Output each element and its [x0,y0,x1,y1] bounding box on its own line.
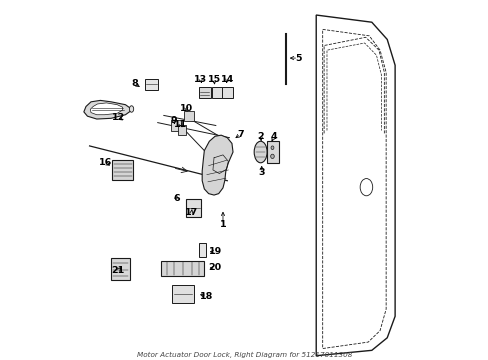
Bar [111,258,129,280]
Polygon shape [83,100,130,119]
Text: 19: 19 [208,247,221,256]
Bar [144,79,158,90]
Ellipse shape [270,154,274,158]
Text: 1: 1 [219,220,226,229]
Text: 20: 20 [208,264,221,273]
Polygon shape [90,103,122,115]
Bar [198,243,206,257]
Bar [222,87,233,98]
Text: 4: 4 [270,132,277,141]
Polygon shape [316,15,394,356]
Text: 14: 14 [220,75,233,84]
Bar [266,140,279,163]
Bar [211,87,221,98]
Text: 8: 8 [131,80,138,89]
Text: 9: 9 [170,116,177,125]
Bar [186,199,201,217]
Bar [112,160,133,180]
Bar [183,111,193,121]
Text: 2: 2 [257,132,264,141]
Bar [178,125,185,135]
Bar [198,87,211,98]
Text: 6: 6 [173,194,179,203]
Text: 12: 12 [111,113,124,122]
Text: 21: 21 [111,266,124,275]
Ellipse shape [360,179,372,196]
Bar [172,285,193,303]
Text: 11: 11 [174,120,187,129]
Ellipse shape [254,141,266,163]
Polygon shape [202,135,233,195]
Text: 3: 3 [258,168,264,177]
Bar [171,121,181,131]
Text: 18: 18 [200,292,213,301]
Text: 13: 13 [194,75,207,84]
Text: 17: 17 [184,208,198,217]
Ellipse shape [129,106,133,112]
Bar [161,261,203,276]
Text: 15: 15 [207,75,220,84]
Text: 7: 7 [237,130,244,139]
Text: 10: 10 [180,104,193,113]
Text: 16: 16 [99,158,112,167]
Text: Motor Actuator Door Lock, Right Diagram for 51217011308: Motor Actuator Door Lock, Right Diagram … [137,352,351,358]
Ellipse shape [270,146,273,149]
Text: 5: 5 [294,54,301,63]
